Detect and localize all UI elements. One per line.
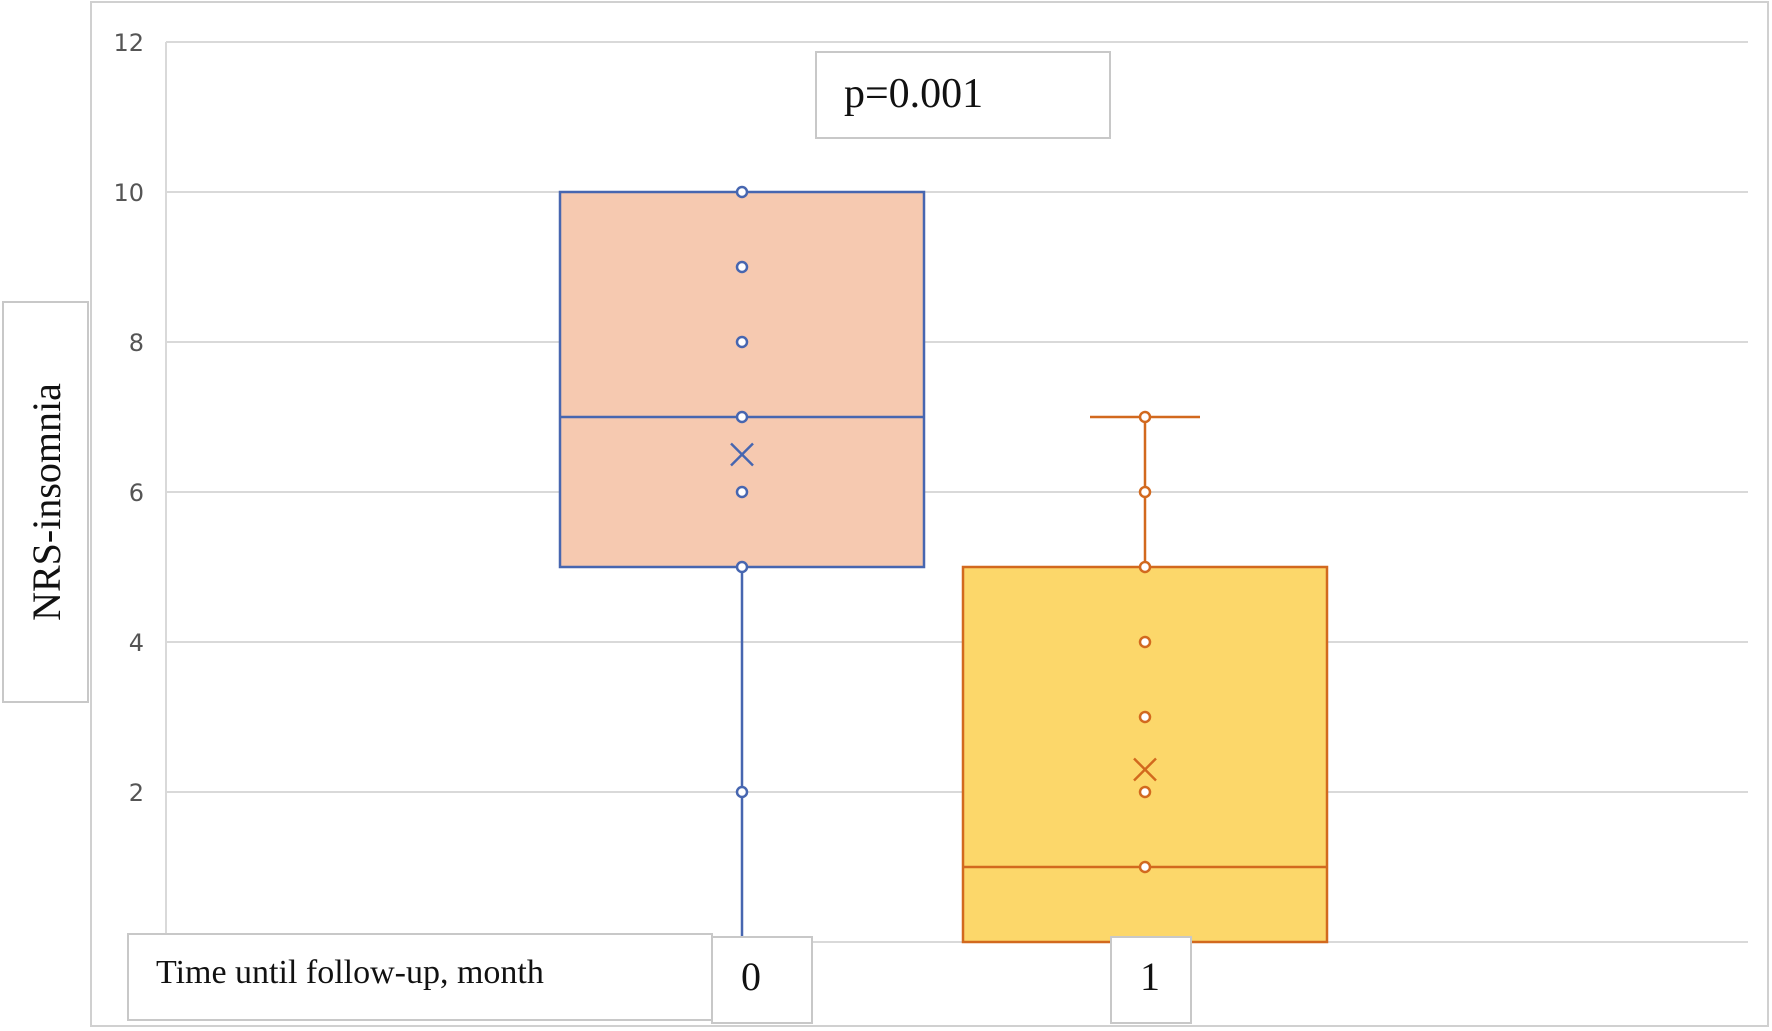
category-label-box-1 bbox=[1110, 936, 1192, 1024]
y-axis-title-box bbox=[2, 301, 89, 703]
y-tick-label: 4 bbox=[129, 629, 144, 657]
annotation-box bbox=[815, 51, 1111, 139]
chart-frame bbox=[90, 1, 1769, 1027]
data-point bbox=[1138, 635, 1152, 649]
data-point bbox=[1138, 485, 1152, 499]
mean-marker bbox=[730, 442, 754, 467]
category-label-0: 0 bbox=[741, 954, 761, 999]
data-point bbox=[735, 485, 749, 499]
box-group-1 bbox=[961, 410, 1329, 944]
data-point bbox=[1138, 410, 1152, 424]
box-group-0 bbox=[558, 185, 926, 942]
x-axis-title: Time until follow-up, month bbox=[156, 954, 544, 991]
y-tick-labels: 2 4 6 8 10 12 bbox=[113, 29, 144, 807]
data-point bbox=[735, 785, 749, 799]
y-axis-title: NRS-insomnia bbox=[24, 383, 69, 621]
mean-marker bbox=[1133, 757, 1157, 782]
category-label-box-0 bbox=[711, 936, 813, 1024]
y-tick-label: 6 bbox=[129, 479, 144, 507]
y-tick-label: 10 bbox=[113, 179, 144, 207]
y-tick-label: 12 bbox=[113, 29, 144, 57]
data-point bbox=[735, 410, 749, 424]
y-tick-label: 8 bbox=[129, 329, 144, 357]
data-point bbox=[735, 260, 749, 274]
annotation-text: p=0.001 bbox=[844, 71, 983, 117]
data-point bbox=[735, 185, 749, 199]
box bbox=[558, 190, 926, 569]
boxes bbox=[558, 185, 1329, 944]
y-tick-label: 2 bbox=[129, 779, 144, 807]
data-point bbox=[1138, 710, 1152, 724]
box bbox=[961, 565, 1329, 944]
data-point bbox=[1138, 785, 1152, 799]
category-label-1: 1 bbox=[1140, 954, 1160, 999]
x-axis-title-box bbox=[127, 933, 713, 1021]
data-point bbox=[1138, 860, 1152, 874]
data-point bbox=[735, 335, 749, 349]
data-point bbox=[735, 560, 749, 574]
data-point bbox=[1138, 560, 1152, 574]
